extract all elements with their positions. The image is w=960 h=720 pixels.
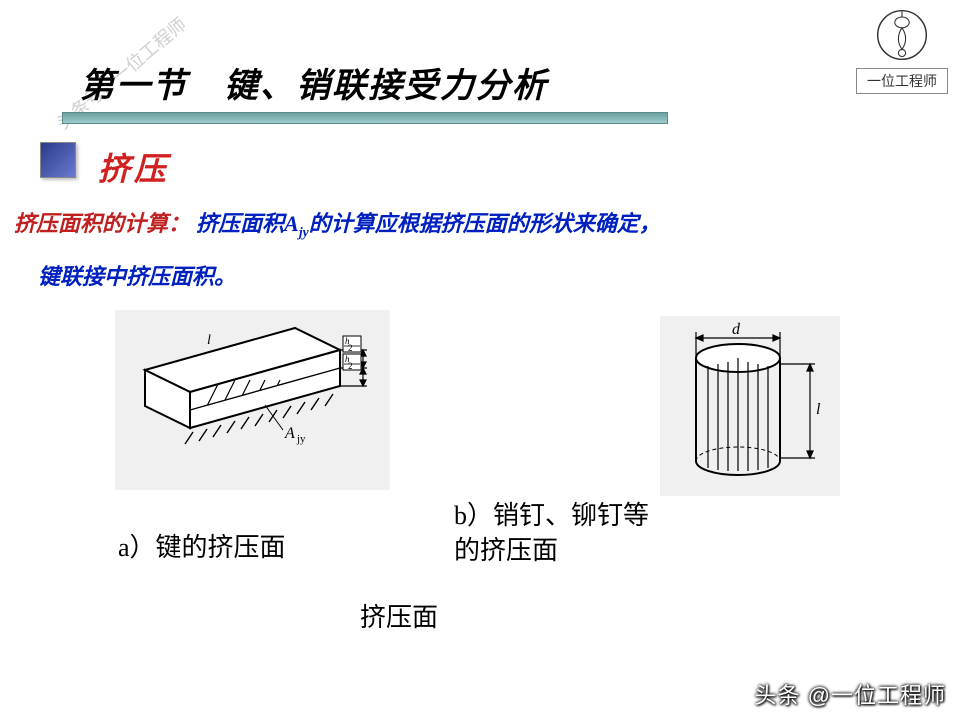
- figure-b-pin: d l: [660, 316, 840, 496]
- figure-a-key: l h 2 h 2 A jy: [115, 310, 390, 490]
- subtitle: 挤压: [98, 144, 170, 190]
- fig-b-d: d: [732, 321, 741, 338]
- title-underline: [62, 112, 668, 124]
- fig-a-area-label: A: [284, 425, 295, 442]
- svg-text:2: 2: [348, 343, 353, 353]
- formula-A: A: [284, 211, 299, 236]
- formula-sub: jy: [299, 224, 309, 239]
- svg-text:jy: jy: [296, 433, 306, 445]
- body-paragraph: 挤压面积的计算： 挤压面积Ajy的计算应根据挤压面的形状来确定， 键联接中挤压面…: [14, 198, 940, 304]
- fig-b-l: l: [816, 401, 821, 418]
- logo-label: 一位工程师: [856, 68, 948, 94]
- bullet-icon: [40, 142, 76, 178]
- fig-a-length: l: [207, 333, 211, 348]
- body-text-1: 挤压面积: [196, 211, 284, 236]
- svg-text:2: 2: [348, 361, 353, 371]
- body-text-2: 的计算应根据挤压面的形状来确定，: [309, 211, 661, 236]
- caption-a: a）键的挤压面: [118, 530, 286, 565]
- body-text-3: 键联接中挤压面积。: [38, 264, 236, 289]
- watermark-bottom-right: 头条 @一位工程师: [755, 678, 946, 710]
- logo-circle-icon: [875, 8, 929, 62]
- author-logo: 一位工程师: [856, 8, 948, 94]
- caption-b: b）销钉、铆钉等的挤压面: [454, 498, 674, 568]
- section-title: 第一节 键、销联接受力分析: [80, 58, 548, 107]
- lead-label: 挤压面积的计算：: [14, 211, 190, 236]
- caption-main: 挤压面: [360, 600, 438, 635]
